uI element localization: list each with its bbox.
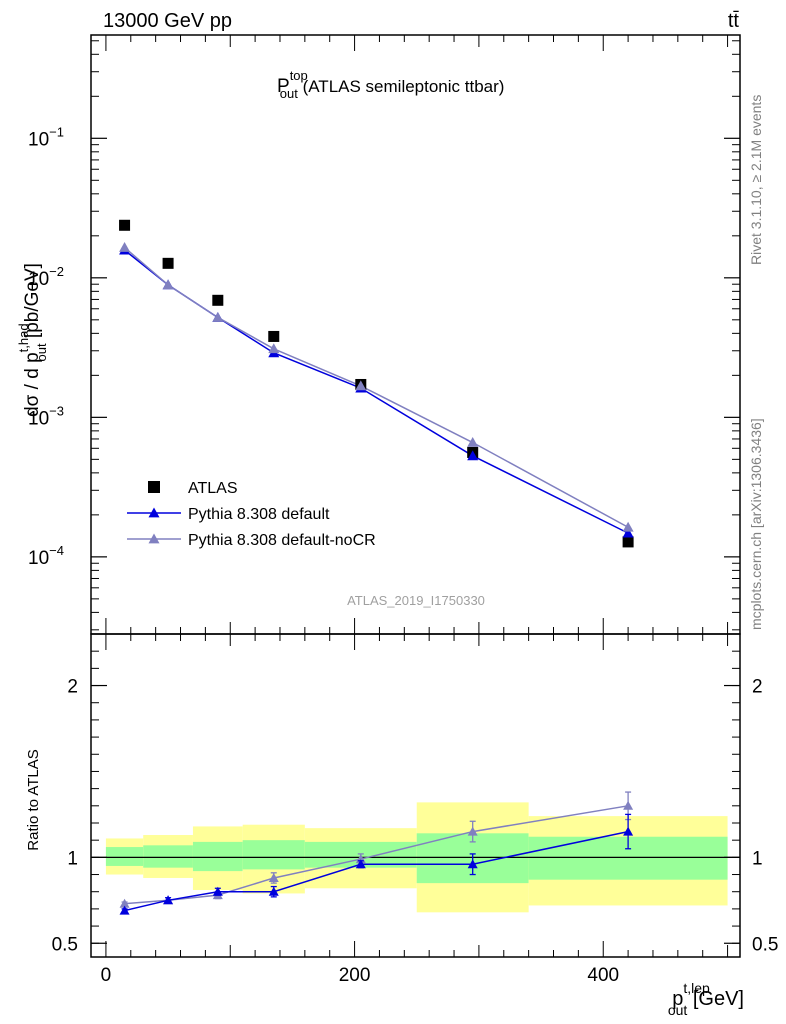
legend-label-2: Pythia 8.308 default-noCR	[188, 532, 376, 549]
legend-label-0: ATLAS	[188, 480, 238, 497]
atlas-data-point	[212, 294, 224, 306]
svg-text:dσ / d pt,hadout [pb/GeV]: dσ / d pt,hadout [pb/GeV]	[16, 263, 49, 417]
analysis-watermark: ATLAS_2019_I1750330	[347, 593, 485, 608]
atlas-data-point	[119, 219, 131, 231]
legend-marker-1	[148, 507, 160, 518]
mc-data-point-2	[622, 521, 634, 532]
ratio-data-point-1	[623, 800, 634, 810]
mc-data-point-1	[467, 450, 479, 461]
x-axis-label: pt,lep out [GeV]	[668, 980, 744, 1018]
main-y-tick-label-3: 10−4	[28, 543, 64, 569]
ratio-data-point-0	[212, 886, 223, 896]
ratio-data-point-1	[268, 872, 279, 882]
ratio-inner-band-1	[143, 845, 193, 868]
ratio-data-point-0	[467, 859, 478, 869]
ratio-data-point-1	[119, 898, 130, 908]
mc-data-point-2	[212, 311, 224, 322]
ratio-data-point-0	[163, 895, 174, 905]
legend-marker-2	[148, 533, 160, 544]
atlas-data-point	[268, 330, 280, 342]
x-tick-label-0: 0	[101, 965, 112, 986]
ratio-data-point-0	[119, 905, 130, 915]
ratio-y-tick-label-left-1: 1	[67, 848, 78, 869]
ratio-inner-band-3	[242, 840, 305, 870]
legend-marker-atlas	[148, 481, 160, 493]
main-y-tick-label-2: 10−3	[28, 403, 64, 429]
header-left-label: 13000 GeV pp	[103, 10, 232, 32]
ratio-y-tick-label-right-1: 1	[752, 848, 763, 869]
ratio-y-tick-label-right-2: 2	[752, 677, 763, 698]
mc-data-point-1	[622, 527, 634, 538]
ratio-data-point-0	[623, 826, 634, 836]
ratio-inner-band-2	[192, 841, 243, 872]
atlas-data-point	[622, 536, 634, 548]
ratio-data-point-0	[268, 886, 279, 896]
legend-label-1: Pythia 8.308 default	[188, 506, 330, 523]
ratio-inner-band-0	[105, 847, 144, 866]
main-y-axis-label: dσ / d pt,hadout [pb/GeV]	[16, 263, 49, 417]
mc-data-point-2	[119, 241, 131, 252]
mc-data-point-2	[162, 279, 174, 290]
ratio-y-tick-label-right-0: 0.5	[752, 934, 778, 955]
ratio-data-point-1	[467, 826, 478, 836]
x-tick-label-2: 400	[587, 965, 619, 986]
ratio-y-tick-label-left-2: 2	[67, 677, 78, 698]
ratio-data-point-0	[355, 859, 366, 869]
rivet-label: Rivet 3.1.10, ≥ 2.1M events	[748, 95, 764, 265]
main-title: Ptop out (ATLAS semileptonic ttbar)	[277, 68, 504, 101]
main-y-tick-label-0: 10−1	[28, 124, 64, 150]
mc-data-point-2	[467, 437, 479, 447]
mc-data-point-2	[355, 380, 367, 391]
ratio-y-axis-label: Ratio to ATLAS	[25, 749, 42, 850]
atlas-data-point	[162, 257, 174, 269]
ratio-frame	[90, 633, 741, 958]
ratio-y-tick-label-left-0: 0.5	[52, 934, 78, 955]
main-y-tick-label-1: 10−2	[28, 264, 64, 290]
mc-data-point-2	[268, 343, 280, 354]
header-right-label: tt̄	[728, 10, 740, 32]
x-tick-label-1: 200	[339, 965, 371, 986]
mcplots-label: mcplots.cern.ch [arXiv:1306.3436]	[748, 418, 764, 630]
